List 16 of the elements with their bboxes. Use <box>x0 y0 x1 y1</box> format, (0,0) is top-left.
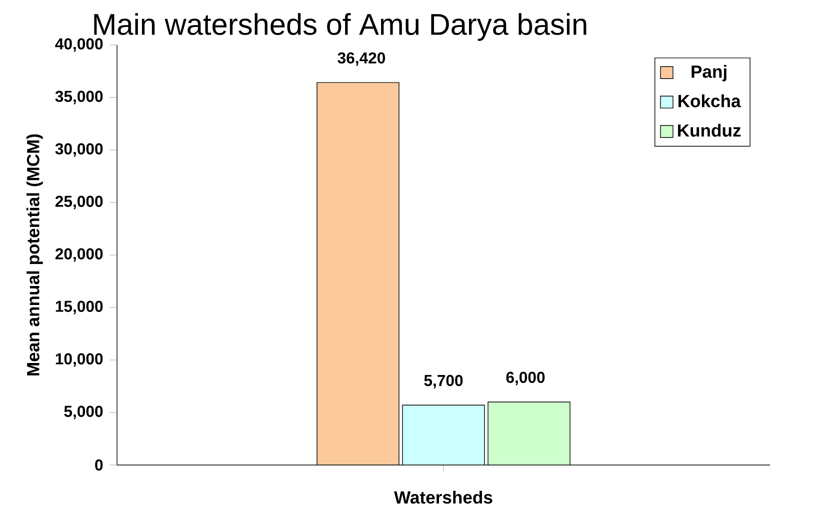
data-label: 36,420 <box>338 52 386 66</box>
data-label: 6,000 <box>506 372 545 386</box>
y-tick-label: 15,000 <box>56 300 103 314</box>
y-axis-title: Mean annual potential (MCM) <box>26 134 43 376</box>
y-tick-label: 5,000 <box>64 406 103 420</box>
legend-label: Kunduz <box>678 124 741 137</box>
y-tick-label: 30,000 <box>55 143 103 157</box>
x-axis-title: Watersheds <box>394 490 492 504</box>
y-tick-label: 25,000 <box>55 196 103 210</box>
legend-label: Kokcha <box>678 94 741 108</box>
data-label: 5,700 <box>424 374 463 388</box>
y-tick-label: 35,000 <box>55 90 103 104</box>
y-tick-label: 20,000 <box>55 248 103 262</box>
legend-label: Panj <box>692 64 726 82</box>
y-tick-label: 0 <box>95 459 103 471</box>
y-tick-label: 10,000 <box>56 353 103 367</box>
